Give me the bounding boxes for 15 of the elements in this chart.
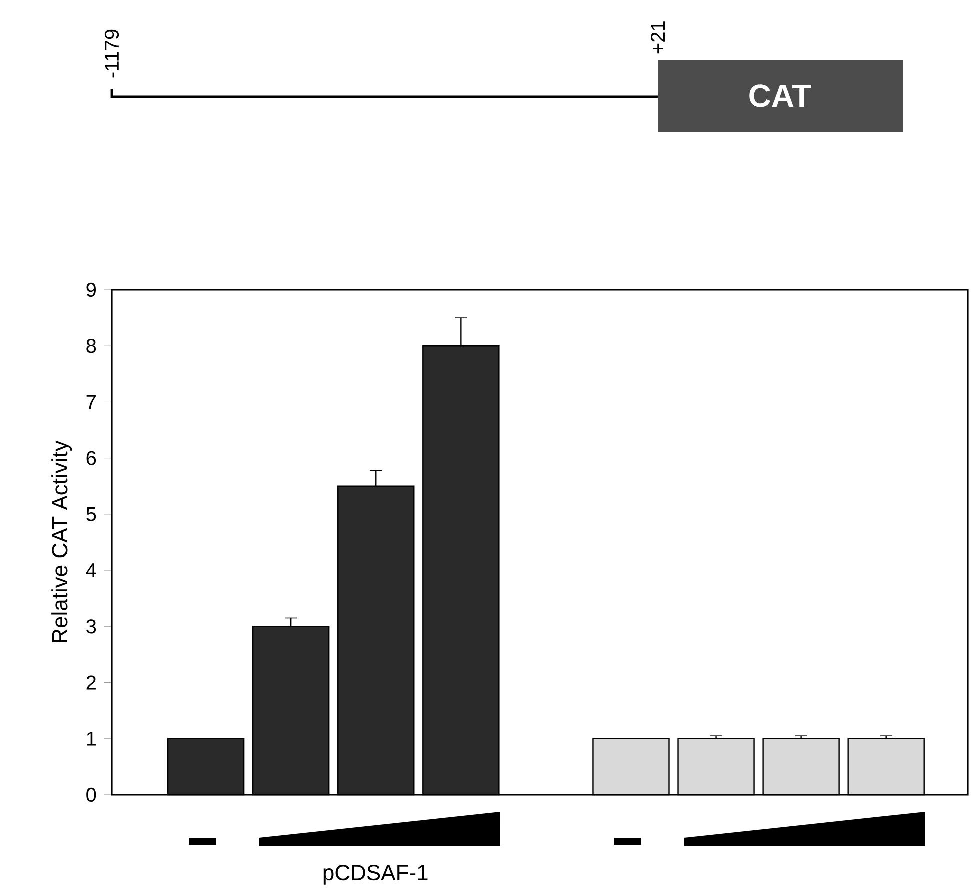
y-axis-title: Relative CAT Activity bbox=[52, 440, 72, 643]
y-tick-label: 5 bbox=[86, 507, 96, 522]
y-tick-label: 9 bbox=[86, 282, 96, 298]
y-tick-label: 3 bbox=[86, 620, 96, 634]
y-tick-label: 7 bbox=[86, 395, 96, 410]
y-tick-label: 8 bbox=[86, 339, 96, 354]
y-tick-label: 1 bbox=[87, 732, 96, 746]
y-tick-label: 2 bbox=[86, 676, 96, 690]
y-tick-label: 6 bbox=[86, 451, 96, 466]
y-tick-label: 4 bbox=[86, 564, 96, 578]
y-tick-label: 0 bbox=[86, 788, 96, 802]
text: -1179 bbox=[104, 30, 120, 78]
text: CAT bbox=[750, 84, 812, 108]
text: pCDSAF-1 bbox=[324, 865, 428, 885]
text: +21 bbox=[651, 22, 665, 54]
